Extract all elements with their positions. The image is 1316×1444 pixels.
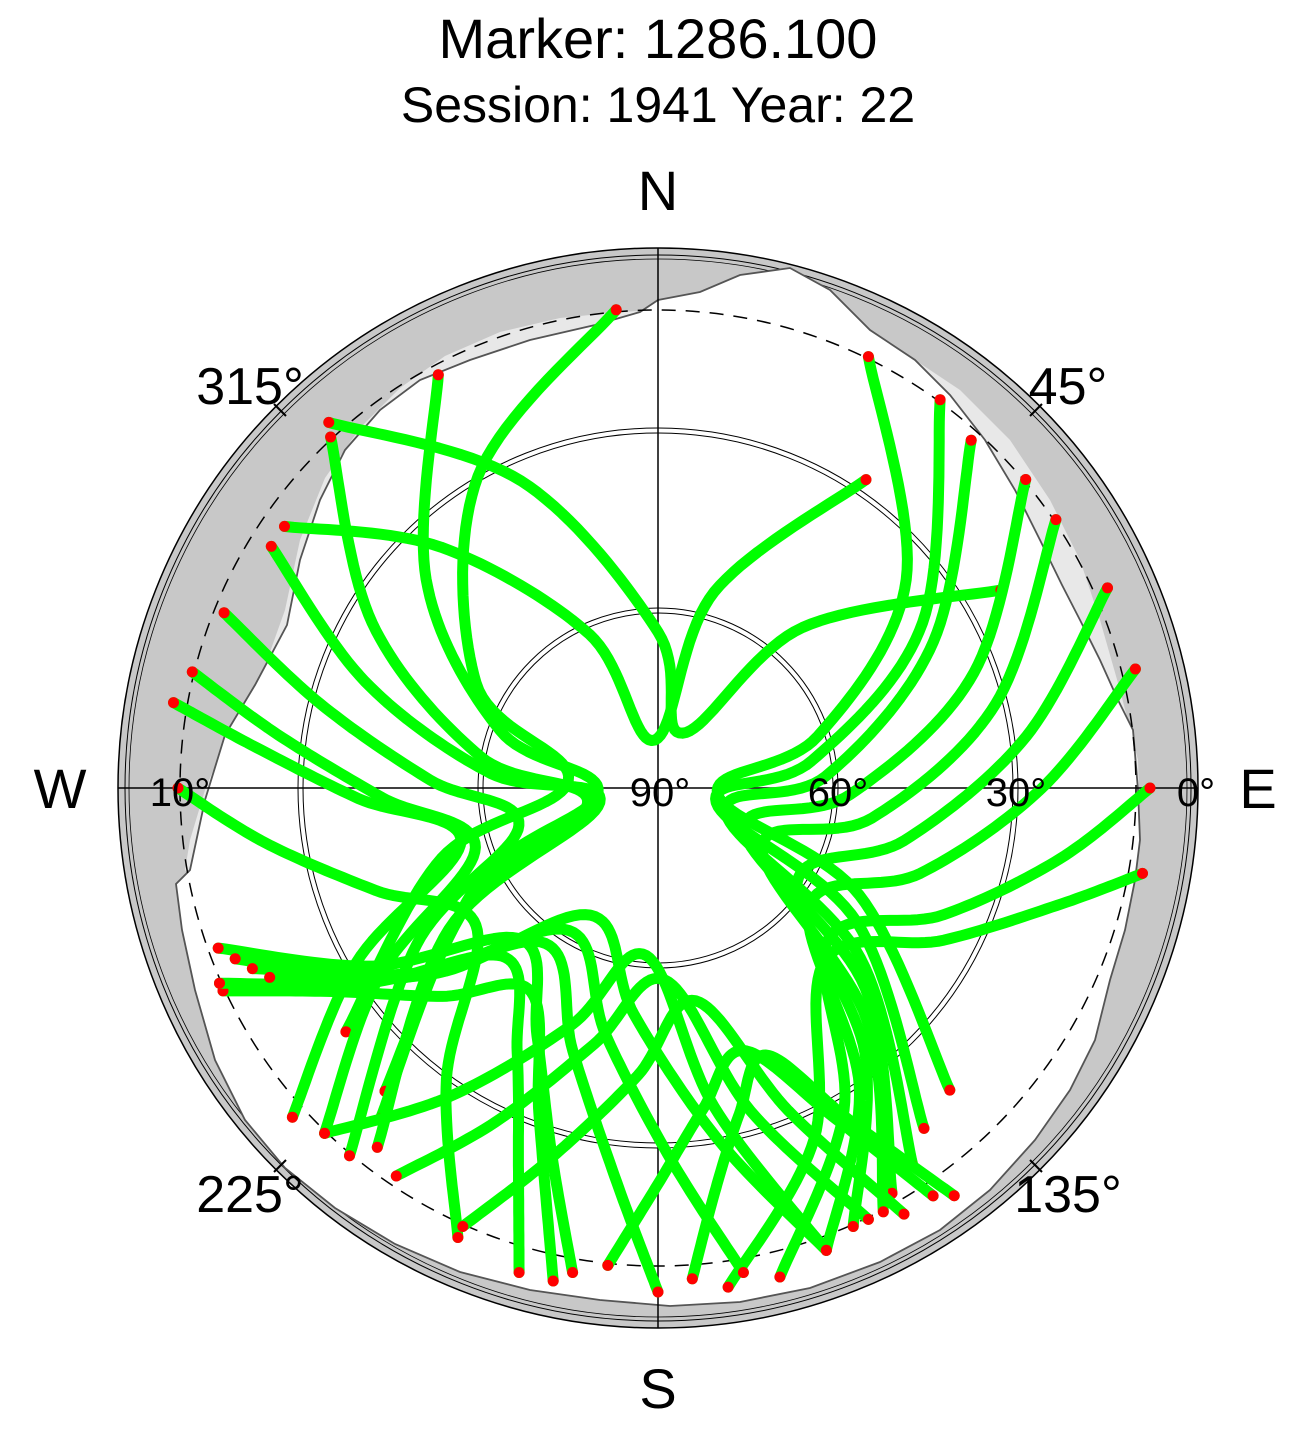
satellite-track-24 bbox=[602, 1045, 939, 1271]
track-30-set-point bbox=[264, 971, 276, 983]
compass-label-north: N bbox=[638, 159, 678, 222]
track-27-rise-point bbox=[567, 1267, 579, 1278]
track-11-rise-point bbox=[323, 416, 335, 428]
satellite-track-14 bbox=[719, 434, 977, 1172]
track-8-rise-point bbox=[172, 782, 184, 794]
track-24-set-point bbox=[927, 1190, 939, 1202]
track-16-set-point bbox=[877, 1206, 889, 1218]
chart-subtitle: Session: 1941 Year: 22 bbox=[401, 77, 915, 133]
track-27-set-point bbox=[212, 942, 224, 954]
track-26-rise-point bbox=[513, 1267, 525, 1278]
track-5-rise-point bbox=[218, 607, 230, 619]
track-20-rise-point bbox=[1137, 867, 1148, 879]
compass-label-south: S bbox=[639, 1357, 676, 1420]
track-25-set-point bbox=[948, 1190, 960, 1202]
satellite-track-10 bbox=[279, 474, 872, 746]
satellite-tracks bbox=[168, 304, 1156, 1298]
track-29-set-point bbox=[246, 963, 258, 975]
track-21-rise-point bbox=[457, 1221, 469, 1232]
track-9-set-point bbox=[547, 1275, 559, 1287]
track-12-rise-point bbox=[862, 351, 874, 363]
track-14-rise-point bbox=[965, 434, 977, 446]
track-18-rise-point bbox=[1129, 663, 1141, 675]
track-15-rise-point bbox=[1020, 474, 1032, 485]
track-20-set-point bbox=[722, 1281, 734, 1293]
tick-225 bbox=[273, 1159, 287, 1173]
track-28-rise-point bbox=[652, 1286, 664, 1298]
satellite-track-16 bbox=[756, 514, 1062, 1218]
track-5-set-point bbox=[344, 1150, 355, 1162]
satellite-track-11 bbox=[323, 416, 1007, 739]
track-3-rise-point bbox=[325, 431, 337, 443]
track-10-set-point bbox=[860, 474, 872, 486]
track-22-rise-point bbox=[390, 1170, 402, 1182]
track-10-rise-point bbox=[279, 520, 290, 532]
track-29-rise-point bbox=[737, 1267, 749, 1278]
satellite-track-30 bbox=[264, 909, 832, 1256]
track-8-set-point bbox=[452, 1232, 464, 1243]
azimuth-label-225: 225° bbox=[196, 1166, 304, 1224]
track-26-set-point bbox=[214, 977, 225, 989]
track-24-rise-point bbox=[602, 1259, 614, 1271]
azimuth-label-135: 135° bbox=[1014, 1166, 1122, 1224]
compass-label-east: E bbox=[1239, 757, 1276, 820]
tick-315 bbox=[273, 403, 287, 417]
elevation-label-90: 90° bbox=[630, 771, 691, 815]
satellite-track-25 bbox=[686, 1049, 960, 1285]
track-1-rise-point bbox=[610, 304, 622, 316]
track-19-set-point bbox=[774, 1271, 786, 1283]
elevation-label-0: 0° bbox=[1177, 771, 1215, 815]
track-1-set-point bbox=[340, 1026, 352, 1038]
compass-label-west: W bbox=[34, 757, 87, 820]
track-7-set-point bbox=[286, 1111, 298, 1123]
satellite-track-15 bbox=[738, 474, 1032, 1199]
tick-135 bbox=[1029, 1159, 1043, 1173]
track-13-set-point bbox=[918, 1122, 930, 1134]
track-7-rise-point bbox=[168, 697, 179, 709]
satellite-track-9 bbox=[217, 978, 559, 1287]
satellite-track-21 bbox=[457, 994, 910, 1232]
satellite-track-17 bbox=[791, 582, 1113, 1232]
track-4-set-point bbox=[371, 1141, 383, 1153]
satellite-track-18 bbox=[802, 663, 1141, 1256]
track-22-set-point bbox=[862, 1213, 874, 1225]
track-19-rise-point bbox=[1144, 782, 1156, 794]
track-17-set-point bbox=[847, 1221, 859, 1232]
track-21-set-point bbox=[898, 1208, 910, 1220]
track-13-rise-point bbox=[934, 394, 946, 406]
azimuth-label-315: 315° bbox=[196, 358, 304, 416]
satellite-track-13 bbox=[710, 394, 946, 1134]
elevation-label-60: 60° bbox=[808, 771, 869, 815]
track-23-rise-point bbox=[319, 1127, 331, 1139]
track-28-set-point bbox=[229, 953, 241, 965]
satellite-track-19 bbox=[774, 782, 1156, 1283]
azimuth-label-45: 45° bbox=[1029, 358, 1108, 416]
track-25-rise-point bbox=[686, 1273, 698, 1285]
elevation-label-30: 30° bbox=[986, 771, 1047, 815]
track-2-rise-point bbox=[432, 369, 444, 381]
track-12-set-point bbox=[944, 1084, 956, 1096]
elevation-label-10: 10° bbox=[150, 771, 211, 815]
track-6-rise-point bbox=[186, 666, 198, 678]
tick-45 bbox=[1029, 403, 1043, 417]
satellite-track-8 bbox=[172, 782, 484, 1243]
track-4-rise-point bbox=[265, 540, 277, 552]
track-16-rise-point bbox=[1050, 514, 1062, 526]
track-17-rise-point bbox=[1102, 582, 1113, 594]
track-30-rise-point bbox=[820, 1244, 832, 1256]
chart-title: Marker: 1286.100 bbox=[439, 7, 878, 70]
satellite-track-27 bbox=[212, 931, 579, 1278]
